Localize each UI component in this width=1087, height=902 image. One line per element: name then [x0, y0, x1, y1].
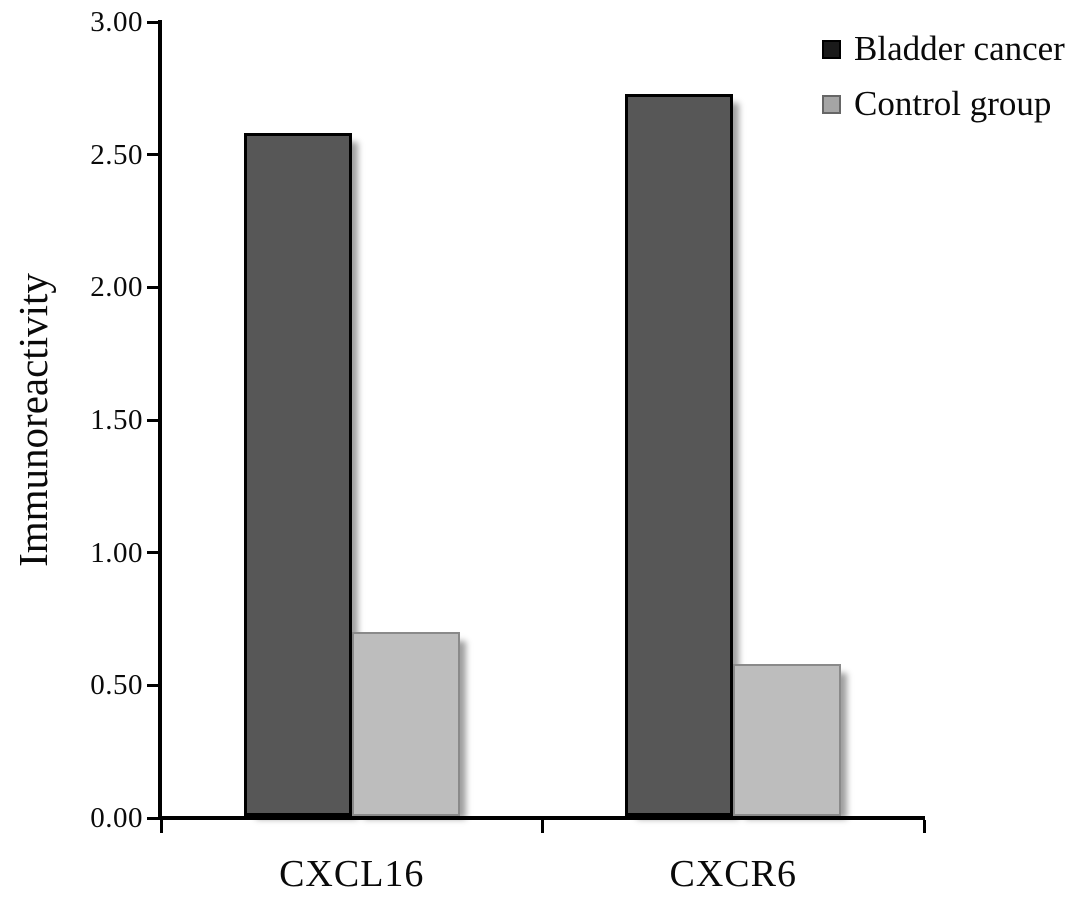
x-axis-line [158, 816, 925, 820]
bar-control-group-cxcl16 [351, 632, 460, 816]
legend: Bladder cancer Control group [822, 30, 1065, 140]
y-tick-label-2.00: 2.00 [90, 271, 143, 304]
y-tick-label-2.50: 2.50 [90, 138, 143, 171]
legend-item-bladder-cancer: Bladder cancer [822, 30, 1065, 68]
x-tick-2 [922, 820, 926, 833]
legend-label-bladder-cancer: Bladder cancer [854, 29, 1065, 68]
y-tick-label-3.00: 3.00 [90, 6, 143, 38]
y-tick-label-0.00: 0.00 [90, 802, 143, 834]
y-tick-2.00 [147, 285, 159, 289]
x-category-label-cxcl16: CXCL16 [279, 853, 425, 895]
x-tick-1 [541, 820, 544, 833]
bar-control-group-cxcr6 [733, 664, 842, 816]
bar-bladder-cancer-cxcl16 [243, 133, 352, 816]
y-tick-label-1.00: 1.00 [90, 536, 143, 569]
y-tick-1.00 [147, 551, 159, 555]
y-tick-0.50 [147, 683, 159, 687]
y-tick-label-1.50: 1.50 [90, 404, 143, 436]
legend-swatch-control-group [822, 94, 841, 114]
legend-swatch-bladder-cancer [822, 39, 841, 59]
y-tick-label-0.50: 0.50 [90, 669, 143, 702]
y-axis-line [158, 20, 162, 820]
y-tick-0.00 [147, 816, 159, 820]
x-tick-0 [159, 820, 163, 833]
y-tick-3.00 [147, 20, 159, 24]
y-tick-1.50 [147, 418, 159, 422]
legend-label-control-group: Control group [854, 84, 1052, 123]
x-category-label-cxcr6: CXCR6 [669, 853, 797, 895]
bar-bladder-cancer-cxcr6 [625, 93, 734, 816]
y-tick-2.50 [147, 153, 159, 157]
legend-item-control-group: Control group [822, 85, 1065, 123]
